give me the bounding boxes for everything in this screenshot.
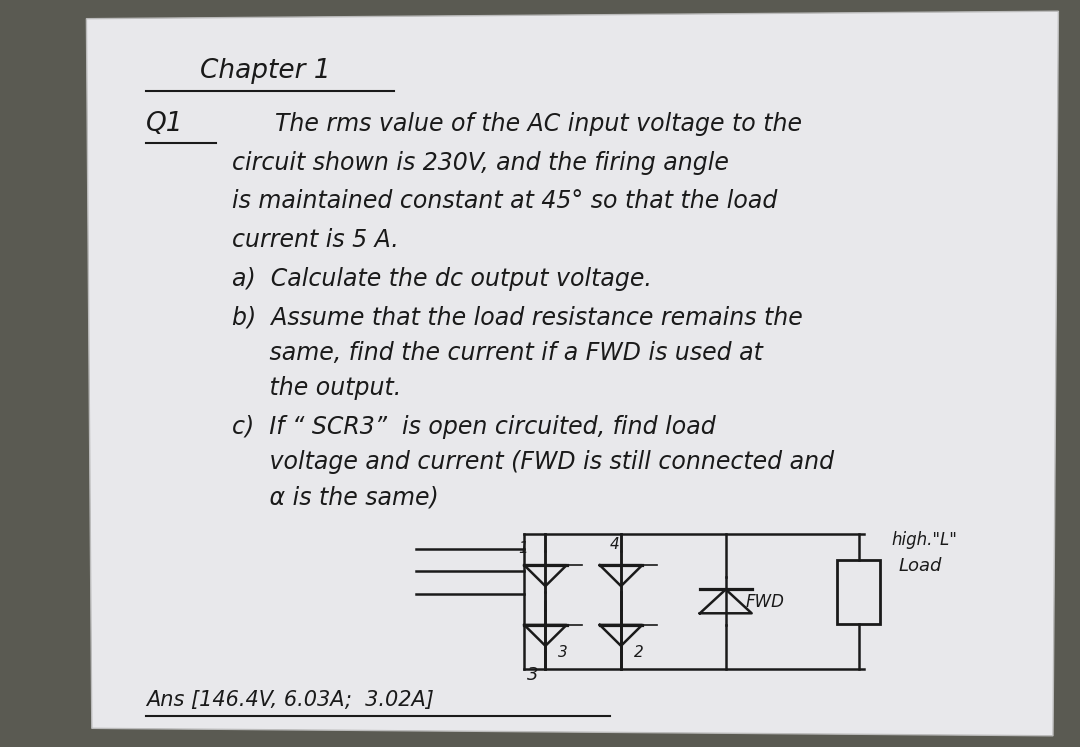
Text: c)  If “ SCR3”  is open circuited, find load: c) If “ SCR3” is open circuited, find lo…	[232, 415, 716, 439]
Text: 3: 3	[527, 666, 539, 684]
Text: high."L": high."L"	[891, 531, 957, 549]
Text: Ans [146.4V, 6.03A;  3.02A]: Ans [146.4V, 6.03A; 3.02A]	[146, 690, 434, 710]
Text: Chapter 1: Chapter 1	[200, 58, 330, 84]
Text: a)  Calculate the dc output voltage.: a) Calculate the dc output voltage.	[232, 267, 652, 291]
Text: is maintained constant at 45° so that the load: is maintained constant at 45° so that th…	[232, 190, 778, 214]
Text: FWD: FWD	[745, 593, 784, 611]
Text: 3: 3	[558, 645, 568, 660]
Polygon shape	[86, 11, 1058, 736]
Text: voltage and current (FWD is still connected and: voltage and current (FWD is still connec…	[232, 450, 835, 474]
Text: Load: Load	[899, 557, 942, 575]
Text: Q1: Q1	[146, 111, 184, 137]
Text: α is the same): α is the same)	[232, 486, 438, 509]
Text: 1: 1	[518, 541, 528, 556]
Text: 4: 4	[610, 537, 620, 552]
Text: current is 5 A.: current is 5 A.	[232, 229, 399, 252]
Text: b)  Assume that the load resistance remains the: b) Assume that the load resistance remai…	[232, 306, 802, 330]
Text: 2: 2	[634, 645, 644, 660]
Bar	[837, 560, 880, 624]
Text: the output.: the output.	[232, 376, 402, 400]
Text: same, find the current if a FWD is used at: same, find the current if a FWD is used …	[232, 341, 764, 365]
Text: The rms value of the AC input voltage to the: The rms value of the AC input voltage to…	[275, 112, 802, 136]
Text: circuit shown is 230V, and the firing angle: circuit shown is 230V, and the firing an…	[232, 151, 729, 175]
